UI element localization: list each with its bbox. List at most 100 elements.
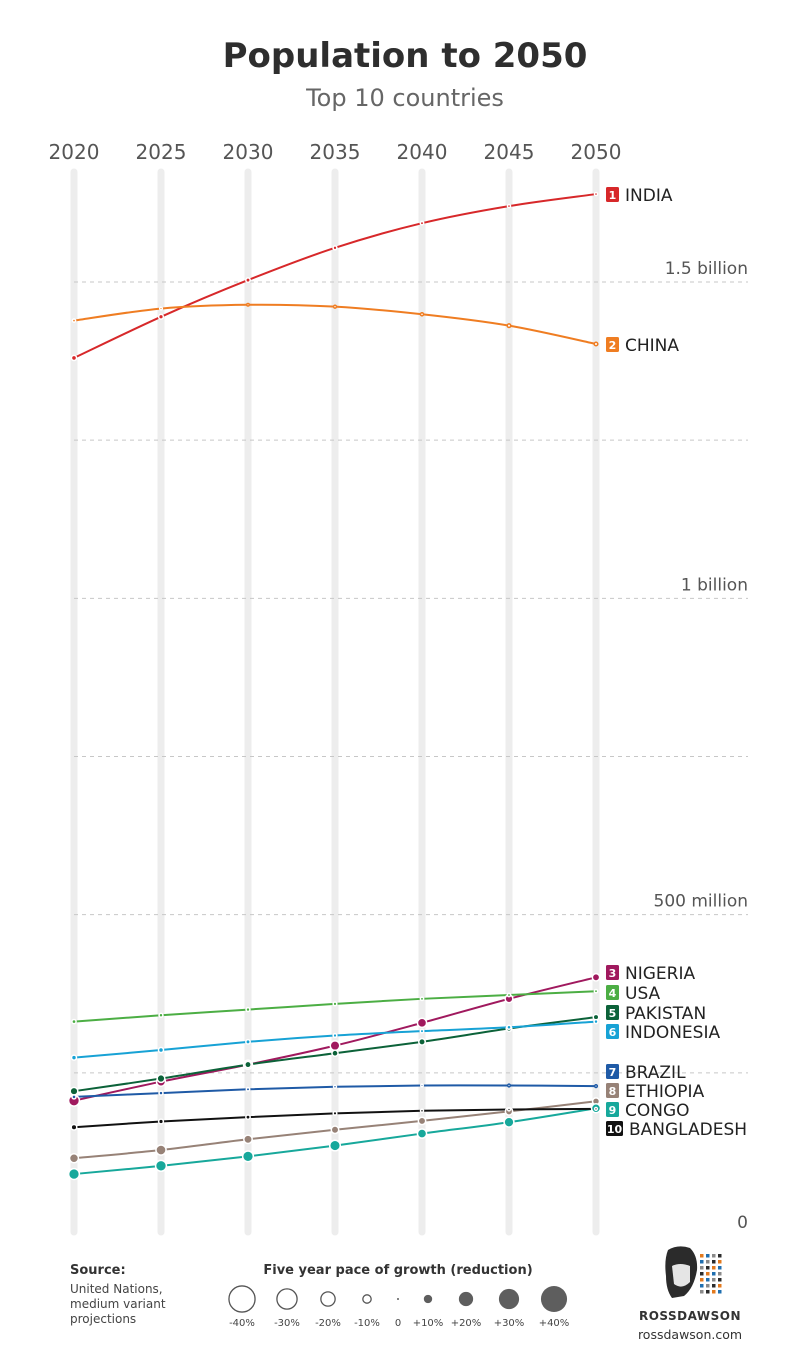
chart-title: Population to 2050 — [223, 36, 588, 76]
year-label-2025: 2025 — [136, 140, 187, 164]
legend-marker-3 — [362, 1294, 372, 1304]
point-congo-2045 — [503, 1116, 515, 1128]
logo-dot — [700, 1290, 704, 1294]
gridlines — [74, 281, 748, 1074]
country-name-brazil: BRAZIL — [625, 1063, 686, 1083]
series-markers — [67, 191, 602, 1181]
year-label-2050: 2050 — [571, 140, 622, 164]
point-brazil-2045 — [506, 1083, 512, 1088]
logo-dot — [706, 1266, 710, 1270]
logo-dot — [700, 1284, 704, 1288]
point-nigeria-2035 — [329, 1040, 341, 1052]
rank-number-india: 1 — [609, 189, 617, 202]
logo-dot — [712, 1278, 716, 1282]
point-usa-2025 — [158, 1012, 164, 1018]
logo-dot — [706, 1284, 710, 1288]
point-china-2030 — [245, 302, 251, 307]
legend-marker-8 — [540, 1285, 568, 1313]
year-label-2040: 2040 — [397, 140, 448, 164]
point-congo-2020 — [67, 1167, 81, 1181]
y-tick-label-1000: 1 billion — [681, 575, 748, 595]
legend-title: Five year pace of growth (reduction) — [263, 1263, 532, 1278]
legend-label-1: -30% — [274, 1318, 300, 1329]
legend-marker-6 — [458, 1291, 474, 1307]
point-ethiopia-2035 — [330, 1125, 340, 1135]
logo-dot — [712, 1266, 716, 1270]
rank-number-china: 2 — [609, 339, 617, 352]
logo-dot — [706, 1254, 710, 1258]
point-india-2020 — [70, 354, 78, 362]
legend-marker-0 — [228, 1285, 256, 1313]
point-china-2050 — [593, 341, 599, 347]
brand-block: ROSSDAWSON rossdawson.com — [638, 1246, 742, 1342]
legend-marker-5 — [423, 1294, 433, 1304]
rank-badge-congo — [606, 1102, 619, 1117]
legend-item-6: +20% — [451, 1291, 481, 1329]
rank-badge-china — [606, 337, 619, 352]
rank-number-indonesia: 6 — [609, 1026, 617, 1039]
rank-number-ethiopia: 8 — [609, 1085, 617, 1098]
country-name-congo: CONGO — [625, 1101, 690, 1121]
source-heading: Source: — [70, 1263, 126, 1278]
year-label-2020: 2020 — [49, 140, 100, 164]
logo-dot — [706, 1260, 710, 1264]
logo-dot — [706, 1272, 710, 1276]
logo-dot-pattern — [700, 1254, 722, 1294]
point-usa-2030 — [245, 1006, 251, 1013]
country-name-usa: USA — [625, 984, 661, 1004]
legend-item-8: +40% — [539, 1285, 569, 1329]
point-indonesia-2045 — [506, 1024, 512, 1031]
logo-dot — [718, 1272, 722, 1276]
legend-label-4: 0 — [395, 1318, 401, 1329]
logo-dot — [718, 1266, 722, 1270]
growth-legend: Five year pace of growth (reduction) -40… — [228, 1263, 569, 1329]
point-congo-2025 — [154, 1159, 168, 1173]
logo-face-highlight — [672, 1264, 690, 1287]
country-name-bangladesh: BANGLADESH — [629, 1120, 747, 1140]
logo-dot — [700, 1272, 704, 1276]
logo-dot — [712, 1254, 716, 1258]
rank-badge-pakistan — [606, 1005, 619, 1020]
legend-label-3: -10% — [354, 1318, 380, 1329]
country-name-indonesia: INDONESIA — [625, 1023, 720, 1043]
point-china-2020 — [71, 318, 77, 323]
point-brazil-2030 — [245, 1086, 251, 1092]
point-india-2035 — [332, 245, 338, 251]
point-congo-2035 — [328, 1139, 342, 1152]
country-label-brazil: 7 BRAZIL — [606, 1063, 686, 1083]
rank-badge-usa — [606, 985, 619, 1000]
point-bangladesh-2020 — [70, 1123, 78, 1131]
legend-item-2: -20% — [315, 1291, 341, 1329]
rank-number-brazil: 7 — [609, 1066, 617, 1079]
brand-url: rossdawson.com — [638, 1327, 742, 1342]
point-india-2045 — [506, 203, 512, 209]
rank-badge-nigeria — [606, 965, 619, 980]
country-labels: 1 INDIA 2 CHINA 3 NIGERIA 4 USA 5 PAKISTAN 6 INDONE… — [606, 186, 747, 1140]
source-line-3: projections — [70, 1312, 136, 1326]
country-label-nigeria: 3 NIGERIA — [606, 964, 695, 984]
rank-badge-brazil — [606, 1064, 619, 1079]
legend-item-3: -10% — [354, 1294, 380, 1329]
country-name-china: CHINA — [625, 336, 679, 356]
point-nigeria-2050 — [591, 972, 601, 982]
point-ethiopia-2025 — [155, 1144, 167, 1156]
logo-dot — [712, 1272, 716, 1276]
point-india-2025 — [157, 313, 165, 320]
legend-item-1: -30% — [274, 1288, 300, 1329]
legend-item-0: -40% — [228, 1285, 256, 1329]
point-india-2030 — [245, 277, 251, 284]
point-usa-2035 — [332, 1001, 338, 1007]
point-indonesia-2050 — [593, 1018, 599, 1025]
point-china-2025 — [158, 306, 164, 311]
point-bangladesh-2050 — [593, 1106, 599, 1111]
logo-dot — [718, 1284, 722, 1288]
year-columns — [70, 168, 600, 1236]
point-china-2040 — [419, 311, 425, 317]
year-label-2045: 2045 — [484, 140, 535, 164]
logo-dot — [718, 1290, 722, 1294]
country-label-china: 2 CHINA — [606, 336, 679, 356]
logo-dot — [700, 1278, 704, 1282]
point-congo-2030 — [241, 1150, 255, 1163]
logo-dot — [706, 1278, 710, 1282]
rank-number-bangladesh: 10 — [607, 1123, 623, 1136]
